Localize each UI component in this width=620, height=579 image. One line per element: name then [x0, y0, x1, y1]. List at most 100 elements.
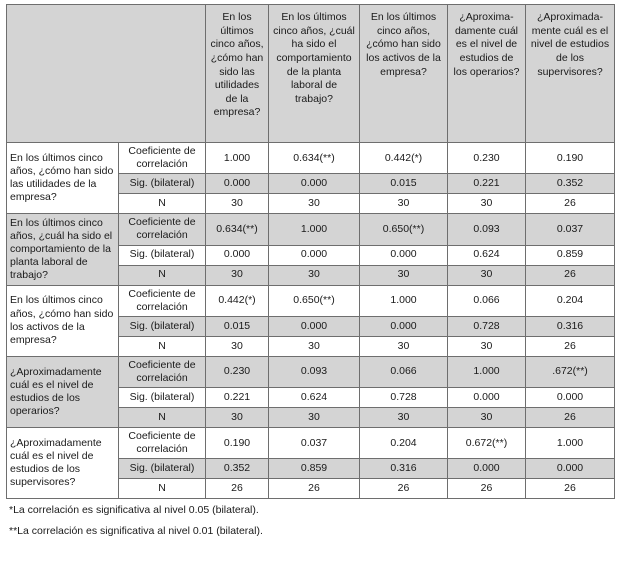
cell-value: 0.037 [525, 213, 615, 246]
table-row: ¿Aproximadamente cuál es el nivel de est… [6, 355, 615, 429]
cell-value: 0.634(**) [268, 141, 360, 175]
cell-value: 26 [525, 407, 615, 428]
cell-value: 30 [447, 264, 526, 286]
cell-value: 30 [447, 407, 526, 428]
cell-value: 1.000 [205, 141, 269, 175]
cell-value: 26 [359, 478, 448, 500]
cell-value: 0.624 [447, 244, 526, 266]
stat-label-n: N [118, 478, 206, 500]
table-row: Sig. (bilateral) 0.000 0.000 0.000 0.624… [7, 244, 615, 266]
row-group-label-utilidades: En los últimos cinco años, ¿cómo han sid… [6, 141, 119, 215]
cell-value: 0.221 [447, 173, 526, 195]
cell-value: 0.442(*) [359, 141, 448, 175]
cell-value: 0.230 [205, 355, 269, 389]
cell-value: 30 [205, 407, 269, 428]
cell-value: 1.000 [525, 426, 615, 460]
cell-value: 0.316 [525, 315, 615, 337]
table-row: ¿Aproximadamente cuál es el nivel de est… [6, 426, 615, 500]
stat-label-n: N [118, 335, 206, 357]
cell-value: 30 [205, 335, 269, 357]
cell-value: 26 [447, 478, 526, 500]
table-row: Sig. (bilateral) 0.221 0.624 0.728 0.000… [7, 387, 615, 408]
cell-value: .672(**) [525, 355, 615, 389]
cell-value: 26 [525, 193, 615, 215]
cell-value: 0.000 [525, 387, 615, 408]
cell-value: 0.190 [205, 426, 269, 460]
table-body: En los últimos cinco años, ¿cómo han sid… [6, 141, 615, 500]
cell-value: 0.000 [359, 244, 448, 266]
correlation-matrix-table: En los últimos cinco años, ¿cómo han sid… [6, 4, 615, 500]
stat-label-n: N [118, 264, 206, 286]
cell-value: 0.859 [268, 458, 360, 480]
row-group-label-planta-laboral: En los últimos cinco años, ¿cuál ha sido… [6, 213, 119, 286]
cell-value: 0.650(**) [359, 213, 448, 246]
cell-value: 26 [525, 264, 615, 286]
stat-label-sig: Sig. (bilateral) [118, 387, 206, 408]
column-header-planta-laboral: En los últimos cinco años, ¿cuál ha sido… [268, 4, 360, 143]
stat-label-sig: Sig. (bilateral) [118, 173, 206, 195]
stat-label-coeficiente: Coeficiente de correlación [118, 355, 206, 389]
column-header-activos: En los últimos cinco años, ¿cómo han sid… [359, 4, 448, 143]
cell-value: 0.221 [205, 387, 269, 408]
cell-value: 1.000 [268, 213, 360, 246]
row-group-label-estudios-operarios: ¿Aproximadamente cuál es el nivel de est… [6, 355, 119, 429]
stat-label-coeficiente: Coeficiente de correlación [118, 426, 206, 460]
cell-value: 0.093 [268, 355, 360, 389]
cell-value: 30 [205, 193, 269, 215]
cell-value: 0.442(*) [205, 284, 269, 317]
cell-value: 30 [359, 193, 448, 215]
cell-value: 30 [359, 407, 448, 428]
cell-value: 0.000 [268, 244, 360, 266]
cell-value: 30 [359, 335, 448, 357]
stat-label-sig: Sig. (bilateral) [118, 458, 206, 480]
column-header-estudios-supervisores: ¿Aproximada-mente cuál es el nivel de es… [525, 4, 615, 143]
stat-label-n: N [118, 407, 206, 428]
cell-value: 30 [268, 264, 360, 286]
table-row: En los últimos cinco años, ¿cómo han sid… [6, 141, 615, 215]
cell-value: 0.728 [359, 387, 448, 408]
header-row: En los últimos cinco años, ¿cómo han sid… [6, 4, 615, 143]
footnote-double-asterisk: **La correlación es significativa al niv… [9, 524, 263, 537]
header-corner-cell [6, 4, 206, 143]
cell-value: 0.015 [359, 173, 448, 195]
cell-value: 26 [525, 478, 615, 500]
cell-value: 0.204 [525, 284, 615, 317]
cell-value: 30 [359, 264, 448, 286]
cell-value: 0.000 [447, 387, 526, 408]
table-row: Sig. (bilateral) 0.015 0.000 0.000 0.728… [7, 315, 615, 337]
table-row: N 30 30 30 30 26 [7, 335, 615, 357]
cell-value: 0.000 [205, 173, 269, 195]
cell-value: 0.066 [447, 284, 526, 317]
stat-label-sig: Sig. (bilateral) [118, 244, 206, 266]
column-header-utilidades: En los últimos cinco años, ¿cómo han sid… [205, 4, 269, 143]
table-row: N 30 30 30 30 26 [7, 407, 615, 428]
cell-value: 0.000 [268, 173, 360, 195]
cell-value: 0.728 [447, 315, 526, 337]
cell-value: 0.000 [359, 315, 448, 337]
cell-value: 30 [268, 407, 360, 428]
row-group-label-activos: En los últimos cinco años, ¿cómo han sid… [6, 284, 119, 357]
cell-value: 30 [447, 335, 526, 357]
cell-value: 0.000 [447, 458, 526, 480]
cell-value: 1.000 [447, 355, 526, 389]
stat-label-n: N [118, 193, 206, 215]
cell-value: 0.352 [525, 173, 615, 195]
cell-value: 26 [525, 335, 615, 357]
table-header: En los últimos cinco años, ¿cómo han sid… [6, 4, 615, 143]
cell-value: 0.624 [268, 387, 360, 408]
table-row: Sig. (bilateral) 0.000 0.000 0.015 0.221… [7, 173, 615, 195]
cell-value: 0.672(**) [447, 426, 526, 460]
cell-value: 26 [268, 478, 360, 500]
cell-value: 30 [205, 264, 269, 286]
table-row: En los últimos cinco años, ¿cuál ha sido… [6, 213, 615, 286]
row-group-label-estudios-supervisores: ¿Aproximadamente cuál es el nivel de est… [6, 426, 119, 500]
cell-value: 0.000 [525, 458, 615, 480]
cell-value: 0.230 [447, 141, 526, 175]
column-header-estudios-operarios: ¿Aproxima-damente cuál es el nivel de es… [447, 4, 526, 143]
cell-value: 0.190 [525, 141, 615, 175]
cell-value: 0.000 [268, 315, 360, 337]
cell-value: 30 [268, 335, 360, 357]
cell-value: 30 [447, 193, 526, 215]
cell-value: 0.000 [205, 244, 269, 266]
